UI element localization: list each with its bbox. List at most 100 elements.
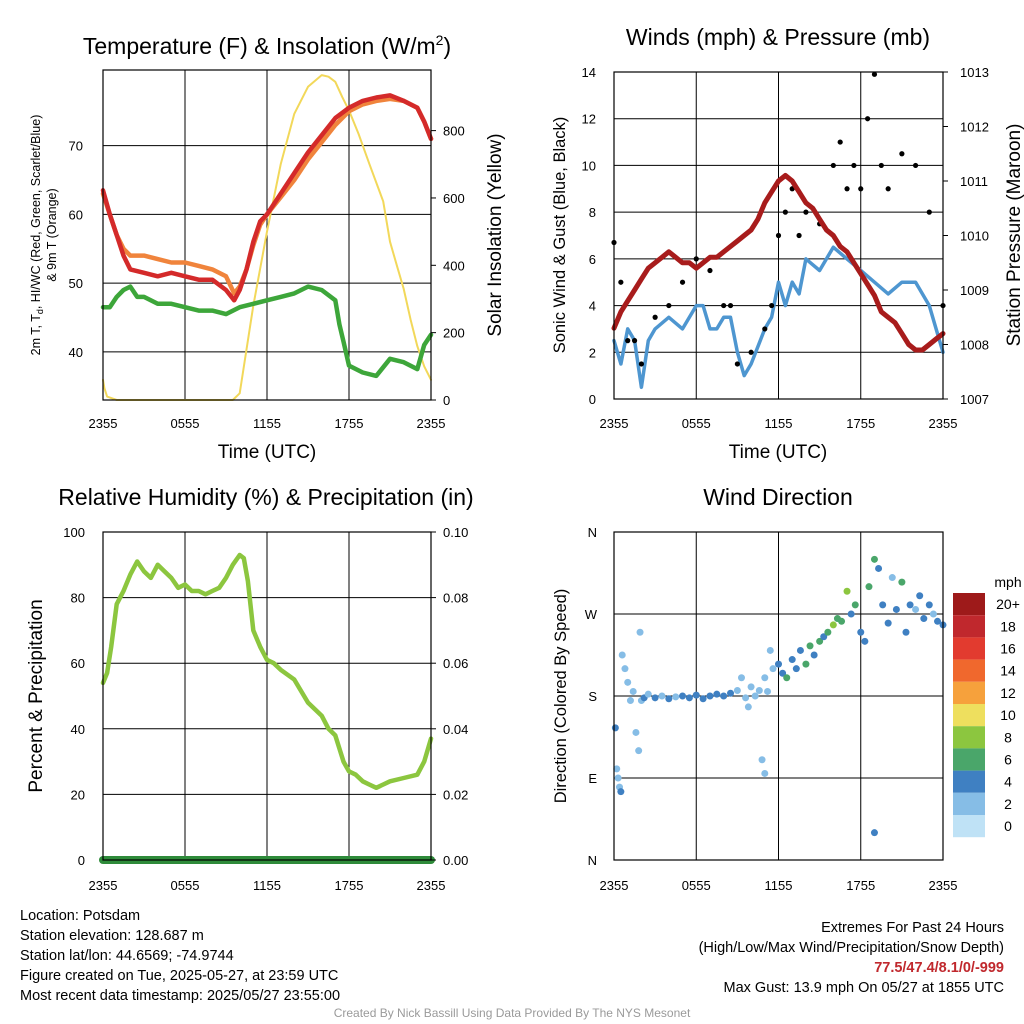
gust-point [707, 267, 713, 274]
wind-direction-point [658, 692, 666, 700]
temp-x-tick-label: 0555 [171, 416, 200, 431]
temperature-panel: Temperature (F) & Insolation (W/m2) 2355… [29, 32, 506, 463]
wind-direction-point [766, 646, 774, 654]
wind-direction-panel: Wind Direction 2355 0555 1155 1755 2355NESWN… [552, 484, 1022, 893]
wind-direction-point [769, 665, 777, 673]
wind-direction-point [706, 692, 714, 700]
wind-direction-point [916, 592, 924, 600]
rh-y-tick-label: 20 [71, 787, 85, 802]
winds-x-tick-label: 0555 [682, 416, 711, 431]
wind-direction-point [851, 601, 859, 609]
temp-x-tick-label: 1155 [253, 416, 281, 431]
wind-direction-point [618, 651, 626, 659]
rh-y2-tick-label: 0.04 [443, 722, 468, 737]
wind-direction-point [820, 633, 828, 641]
speed-color-legend: 20+ 18 16 14 12 10 8 6 4 2 0 [953, 593, 1020, 838]
wind-direction-point [870, 555, 878, 563]
rh-y-tick-label: 80 [71, 591, 85, 606]
wind-direction-point [925, 601, 933, 609]
wind-direction-point [713, 690, 721, 698]
extremes-subtitle: (High/Low/Max Wind/Precipitation/Snow De… [698, 940, 1004, 956]
rh-axes: 2355 0555 1155 1755 2355 0 20 40 60 80 100 0.00 0.02… [63, 525, 468, 893]
winds-series [611, 71, 946, 390]
legend-label: 0 [1004, 818, 1012, 834]
wind-direction-point [626, 697, 634, 705]
temperature-series-td [100, 284, 434, 379]
wind-direction-point [816, 637, 824, 645]
wind-direction-point [824, 628, 832, 636]
wind-direction-point [733, 687, 741, 695]
winds-y-tick-label: 12 [582, 112, 596, 127]
wind-direction-points [611, 555, 947, 837]
legend-label: 10 [1000, 707, 1016, 723]
legend-title: mph [994, 574, 1021, 590]
rh-y-tick-label: 60 [71, 656, 85, 671]
gust-point [638, 361, 645, 367]
wind-direction-point [857, 628, 865, 636]
gust-point [912, 162, 919, 169]
wind-direction-point [635, 747, 643, 755]
wind-direction-point [802, 660, 810, 668]
station-latlon: Station lat/lon: 44.6569; -74.9744 [20, 948, 234, 964]
credit-line: Created By Nick Bassill Using Data Provi… [333, 1006, 691, 1020]
winds-y-tick-label: 0 [589, 392, 596, 407]
winds-x-tick-label: 2355 [600, 416, 629, 431]
winds-panel: Winds (mph) & Pressure (mb) 2355 0555 1155… [551, 24, 1024, 463]
wind-direction-point [898, 578, 906, 586]
wind-direction-point [632, 728, 640, 736]
wind-direction-point [934, 617, 942, 625]
rh-title: Relative Humidity (%) & Precipitation (i… [58, 484, 473, 510]
wind-direction-point [613, 765, 621, 773]
wind-direction-point [788, 656, 796, 664]
rh-x-tick-label: 1755 [335, 878, 364, 893]
gust-point [652, 314, 658, 320]
wind-direction-ylabel: Direction (Colored By Speed) [552, 589, 570, 804]
wind-direction-point [912, 605, 920, 613]
wdir-x-tick-label: 1755 [846, 878, 875, 893]
wind-direction-point [644, 690, 652, 698]
rh-x-tick-label: 2355 [89, 878, 118, 893]
wind-direction-plot-frame [613, 531, 944, 861]
legend-swatch [953, 593, 985, 616]
temp-y-tick-label: 60 [69, 207, 83, 222]
wind-direction-title: Wind Direction [703, 484, 853, 510]
temperature-title: Temperature (F) & Insolation (W/m2) [83, 32, 451, 59]
rh-plot-frame [102, 531, 432, 861]
temp-y-tick-label: 50 [69, 276, 83, 291]
temp-y-tick-label: 70 [69, 139, 83, 154]
wind-direction-point [810, 651, 818, 659]
legend-label: 2 [1004, 796, 1012, 812]
wdir-x-tick-label: 2355 [929, 878, 958, 893]
rh-line [100, 552, 434, 791]
rh-grid [102, 531, 432, 861]
figure-created: Figure created on Tue, 2025-05-27, at 23… [20, 968, 339, 984]
wind-direction-point [755, 687, 763, 695]
rh-y2-tick-label: 0.06 [443, 656, 468, 671]
temp-y2-tick-label: 400 [443, 258, 465, 273]
rh-ylabel-left: Percent & Precipitation [26, 599, 47, 792]
wdir-x-tick-label: 2355 [600, 878, 629, 893]
wind-direction-point [865, 583, 873, 591]
temperature-xlabel: Time (UTC) [218, 442, 317, 463]
gust-point [899, 151, 905, 157]
wind-direction-point [875, 564, 883, 572]
station-elevation: Station elevation: 128.687 m [20, 928, 204, 944]
winds-ylabel-left: Sonic Wind & Gust (Blue, Black) [551, 117, 569, 354]
gust-point [782, 209, 788, 215]
winds-y-tick-label: 8 [589, 205, 596, 220]
legend-swatch [953, 815, 985, 838]
wind-direction-point [829, 621, 837, 629]
wind-direction-point [720, 692, 728, 700]
temp-y2-tick-label: 0 [443, 393, 450, 408]
legend-swatch [953, 615, 985, 638]
most-recent-data: Most recent data timestamp: 2025/05/27 2… [20, 988, 341, 1004]
wind-direction-point [870, 829, 878, 837]
wind-direction-point [838, 617, 846, 625]
wind-direction-point [621, 665, 629, 673]
winds-x-tick-label: 1755 [846, 416, 875, 431]
wind-direction-point [929, 610, 937, 618]
gust-point [631, 338, 638, 344]
legend-swatch [953, 704, 985, 727]
rh-x-tick-label: 1155 [253, 878, 281, 893]
